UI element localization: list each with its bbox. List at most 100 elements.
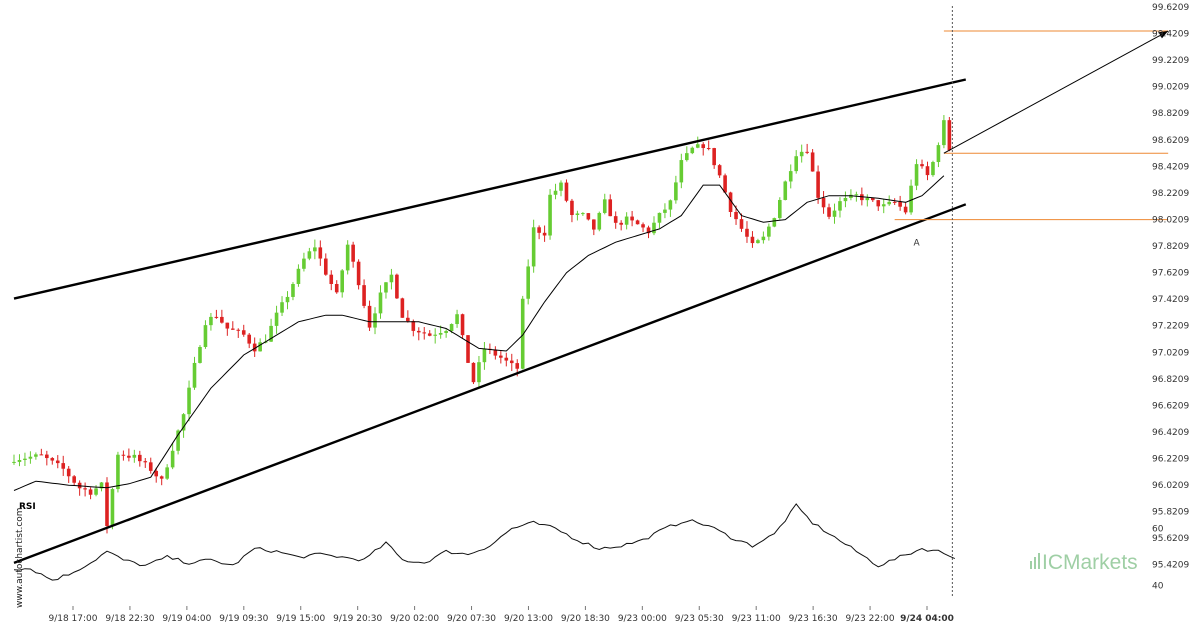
candle-body xyxy=(783,181,788,200)
candle-body xyxy=(881,204,886,207)
rsi-line xyxy=(13,503,956,581)
candle-body xyxy=(154,470,159,477)
candle-body xyxy=(313,247,317,252)
candle-body xyxy=(23,458,27,460)
candle-body xyxy=(679,160,684,183)
candle-body xyxy=(482,348,487,363)
candle-body xyxy=(630,216,634,221)
price-tick-label: 98.6209 xyxy=(1152,136,1189,146)
candle-body xyxy=(750,236,755,244)
candle-body xyxy=(39,454,44,456)
time-tick-label: 9/20 13:00 xyxy=(504,614,553,624)
candle-body xyxy=(66,468,71,477)
candle-body xyxy=(761,236,766,241)
candle-body xyxy=(61,463,66,469)
candle-body xyxy=(920,164,924,167)
candle-body xyxy=(225,322,230,329)
candle-body xyxy=(602,199,607,213)
rsi-tick-label: 40 xyxy=(1152,582,1164,592)
watermark: www.autochartist.com xyxy=(15,507,25,608)
candle-body xyxy=(936,145,941,163)
candle-body xyxy=(340,270,344,293)
candle-body xyxy=(778,199,782,219)
price-tick-label: 96.6209 xyxy=(1152,401,1189,411)
candle-body xyxy=(165,467,169,479)
candle-body xyxy=(198,346,202,363)
price-tick-label: 95.8209 xyxy=(1152,508,1189,518)
candle-body xyxy=(876,200,881,207)
candle-body xyxy=(909,185,913,213)
candle-body xyxy=(444,330,448,333)
candle-body xyxy=(717,165,722,176)
time-tick-label: 9/19 15:00 xyxy=(276,614,325,624)
time-axis: 9/18 17:00 9/18 22:30 9/19 04:00 9/19 09:30… xyxy=(48,606,954,624)
price-tick-label: 97.0209 xyxy=(1152,348,1189,358)
candle-body xyxy=(553,190,558,195)
candle-body xyxy=(542,232,547,236)
candle-body xyxy=(416,330,421,333)
candle-body xyxy=(159,476,164,479)
price-tick-label: 96.8209 xyxy=(1152,375,1189,385)
candle-body xyxy=(767,226,771,237)
price-tick-label: 99.4209 xyxy=(1152,30,1189,40)
candle-body xyxy=(799,151,804,157)
candle-body xyxy=(274,312,279,326)
candle-body xyxy=(942,120,946,146)
price-tick-label: 97.4209 xyxy=(1152,295,1189,305)
candle-body xyxy=(411,321,416,331)
candle-body xyxy=(887,201,891,205)
candle-body xyxy=(318,247,323,259)
candle-body xyxy=(805,151,809,153)
candle-body xyxy=(45,454,49,459)
candle-body xyxy=(460,314,465,336)
candle-body xyxy=(252,343,257,352)
brand-name: ICMarkets xyxy=(1042,551,1138,574)
candle-body xyxy=(635,220,640,225)
time-tick-label: 9/20 02:00 xyxy=(390,614,439,624)
candle-body xyxy=(351,244,355,262)
price-tick-label: 97.8209 xyxy=(1152,242,1189,252)
candle-body xyxy=(241,330,246,335)
candle-body xyxy=(72,476,76,483)
time-tick-label: 9/19 04:00 xyxy=(162,614,211,624)
brand-bars-icon xyxy=(1030,553,1040,569)
candle-body xyxy=(597,212,602,230)
candle-body xyxy=(438,332,443,335)
candle-body xyxy=(499,355,503,358)
candle-body xyxy=(843,197,848,202)
candle-body xyxy=(132,454,137,458)
candle-body xyxy=(471,362,476,383)
candle-body xyxy=(285,296,290,303)
candle-body xyxy=(652,222,656,234)
time-tick-label: 9/20 18:30 xyxy=(561,614,610,624)
candle-body xyxy=(509,360,514,364)
candle-body xyxy=(105,482,109,527)
candle-body xyxy=(865,198,870,201)
rsi-tick-label: 60 xyxy=(1152,525,1164,535)
rsi-title: RSI xyxy=(19,502,36,512)
candle-body xyxy=(613,216,618,223)
candle-body xyxy=(903,206,908,213)
candle-body xyxy=(493,349,498,356)
candle-body xyxy=(788,171,793,182)
candle-body xyxy=(695,144,700,148)
candle-body xyxy=(947,120,952,151)
candle-body xyxy=(449,324,454,331)
candle-body xyxy=(892,201,897,203)
candle-body xyxy=(668,200,673,210)
candle-body xyxy=(148,462,153,471)
candle-body xyxy=(520,298,525,369)
candle-body xyxy=(345,244,350,271)
breakout-projection-arrow xyxy=(943,30,1169,154)
candle-body xyxy=(706,148,711,150)
price-tick-label: 96.0209 xyxy=(1152,481,1189,491)
price-tick-label: 99.2209 xyxy=(1152,56,1189,66)
time-tick-label: 9/19 20:30 xyxy=(333,614,382,624)
candle-body xyxy=(258,342,262,352)
candle-body xyxy=(329,274,334,285)
candle-body xyxy=(367,305,372,328)
candle-body xyxy=(231,328,235,330)
brand-logo: ICMarkets xyxy=(1030,551,1138,574)
candle-body xyxy=(466,335,470,363)
